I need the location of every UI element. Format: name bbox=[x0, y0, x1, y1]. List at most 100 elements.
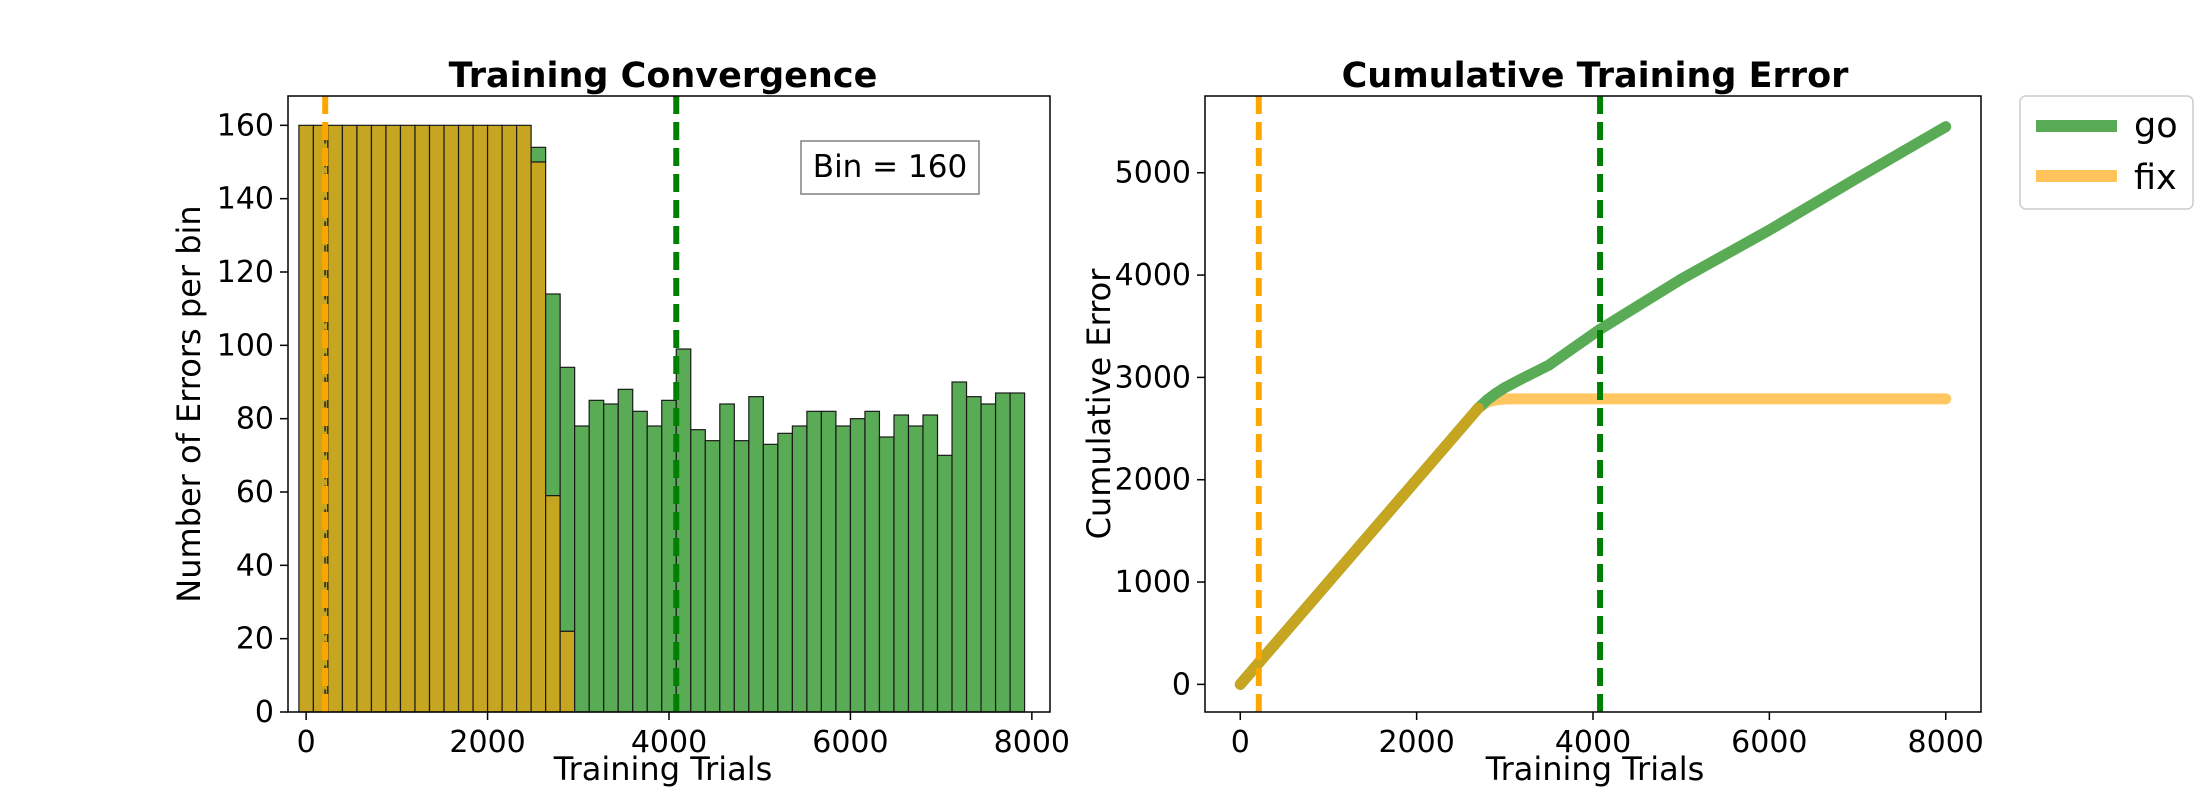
go-bar bbox=[574, 425, 590, 713]
histogram-y-ticks: 0 20 40 60 80 100 120 140 160 bbox=[217, 108, 288, 730]
y-tick-label: 140 bbox=[217, 182, 274, 217]
go-bar bbox=[893, 414, 910, 713]
go-bar bbox=[980, 403, 997, 713]
x-tick-label: 4000 bbox=[631, 725, 707, 760]
go-bar bbox=[922, 414, 939, 713]
go-bar bbox=[603, 403, 619, 713]
overlap-bar bbox=[486, 124, 503, 713]
legend-fix-label: fix bbox=[2134, 158, 2177, 198]
go-bar bbox=[632, 410, 648, 713]
go-bar bbox=[820, 410, 837, 713]
go-bar bbox=[690, 429, 706, 713]
y-tick-label: 2000 bbox=[1115, 463, 1191, 498]
overlap-bar bbox=[545, 495, 561, 713]
go-bar bbox=[777, 432, 793, 713]
go-bar bbox=[1009, 392, 1026, 713]
y-tick-label: 100 bbox=[217, 328, 274, 363]
overlap-bar bbox=[385, 124, 402, 713]
go-bar bbox=[646, 425, 663, 713]
overlap-bar bbox=[515, 124, 532, 713]
overlap-bar bbox=[428, 124, 445, 713]
go-bar bbox=[791, 425, 808, 713]
y-tick-label: 4000 bbox=[1115, 258, 1191, 293]
overlap-bar bbox=[530, 161, 547, 713]
y-tick-label: 0 bbox=[255, 695, 274, 730]
go-bar bbox=[588, 399, 605, 713]
histogram-panel: Training Convergence 0 2000 4000 6000 8000 0… bbox=[170, 56, 1070, 788]
x-tick-label: 0 bbox=[297, 725, 316, 760]
histogram-x-label: Training Trials bbox=[553, 750, 773, 788]
y-tick-label: 60 bbox=[236, 475, 274, 510]
cumulative-title: Cumulative Training Error bbox=[1342, 56, 1850, 96]
go-bar bbox=[864, 410, 881, 713]
overlap-bar bbox=[414, 124, 431, 713]
x-tick-label: 8000 bbox=[994, 725, 1070, 760]
go-bar bbox=[530, 146, 547, 163]
y-tick-label: 0 bbox=[1172, 667, 1191, 702]
go-bar bbox=[936, 454, 953, 713]
go-bar bbox=[994, 392, 1011, 713]
x-tick-label: 8000 bbox=[1908, 725, 1984, 760]
overlap-bar bbox=[298, 124, 314, 713]
cumulative-panel: Cumulative Training Error 0 2000 4000 6000 8… bbox=[1080, 56, 1984, 788]
histogram-x-ticks: 0 2000 4000 6000 8000 bbox=[297, 712, 1070, 760]
legend-go-label: go bbox=[2134, 106, 2178, 146]
go-bar bbox=[849, 418, 866, 713]
overlap-bar bbox=[327, 124, 344, 713]
overlap-bar bbox=[356, 124, 373, 713]
y-tick-label: 120 bbox=[217, 255, 274, 290]
go-bar bbox=[719, 403, 735, 713]
cumulative-y-label: Cumulative Error bbox=[1080, 268, 1118, 540]
go-bar bbox=[835, 425, 852, 713]
bin-annotation-text: Bin = 160 bbox=[813, 149, 967, 185]
histogram-y-label: Number of Errors per bin bbox=[170, 205, 208, 602]
histogram-title: Training Convergence bbox=[449, 56, 878, 96]
overlap-bar bbox=[399, 124, 416, 713]
go-bar bbox=[806, 410, 823, 713]
overlap-bar bbox=[501, 124, 518, 713]
go-bar bbox=[907, 425, 924, 713]
go-bar bbox=[762, 443, 779, 713]
go-bar bbox=[545, 293, 561, 497]
go-bar bbox=[748, 396, 764, 713]
y-tick-label: 1000 bbox=[1115, 565, 1191, 600]
x-tick-label: 2000 bbox=[449, 725, 525, 760]
overlap-bar bbox=[341, 124, 358, 713]
x-tick-label: 4000 bbox=[1555, 725, 1631, 760]
overlap-bar bbox=[443, 124, 460, 713]
bin-annotation: Bin = 160 bbox=[800, 140, 980, 195]
cumulative-lines bbox=[1234, 121, 1952, 690]
overlap-bar bbox=[559, 630, 576, 713]
x-tick-label: 2000 bbox=[1378, 725, 1454, 760]
y-tick-label: 5000 bbox=[1115, 156, 1191, 191]
go-bar bbox=[617, 388, 634, 713]
y-tick-label: 40 bbox=[236, 548, 274, 583]
overlap-bar bbox=[472, 124, 489, 713]
go-bar bbox=[878, 436, 895, 713]
y-tick-label: 3000 bbox=[1115, 360, 1191, 395]
x-tick-label: 6000 bbox=[812, 725, 888, 760]
go-bar bbox=[951, 381, 968, 713]
series-line-fix bbox=[1234, 393, 1952, 690]
y-tick-label: 80 bbox=[236, 402, 274, 437]
x-tick-label: 6000 bbox=[1731, 725, 1807, 760]
go-bar bbox=[559, 366, 576, 632]
cumulative-y-ticks: 0 1000 2000 3000 4000 5000 bbox=[1115, 156, 1205, 702]
go-bar bbox=[733, 440, 750, 713]
x-tick-label: 0 bbox=[1231, 725, 1250, 760]
histogram-bars bbox=[298, 124, 1026, 713]
legend: go fix bbox=[2019, 95, 2194, 210]
bin-annotation-box bbox=[800, 140, 980, 195]
y-tick-label: 20 bbox=[236, 622, 274, 657]
overlap-bar bbox=[370, 124, 387, 713]
cumulative-x-ticks: 0 2000 4000 6000 8000 bbox=[1231, 712, 1984, 760]
overlap-bar bbox=[457, 124, 474, 713]
series-line-overlap bbox=[1234, 402, 1484, 690]
series-line-go bbox=[1234, 121, 1952, 690]
go-bar bbox=[965, 396, 982, 713]
y-tick-label: 160 bbox=[217, 108, 274, 143]
cumulative-x-label: Training Trials bbox=[1485, 750, 1705, 788]
go-bar bbox=[704, 440, 721, 713]
